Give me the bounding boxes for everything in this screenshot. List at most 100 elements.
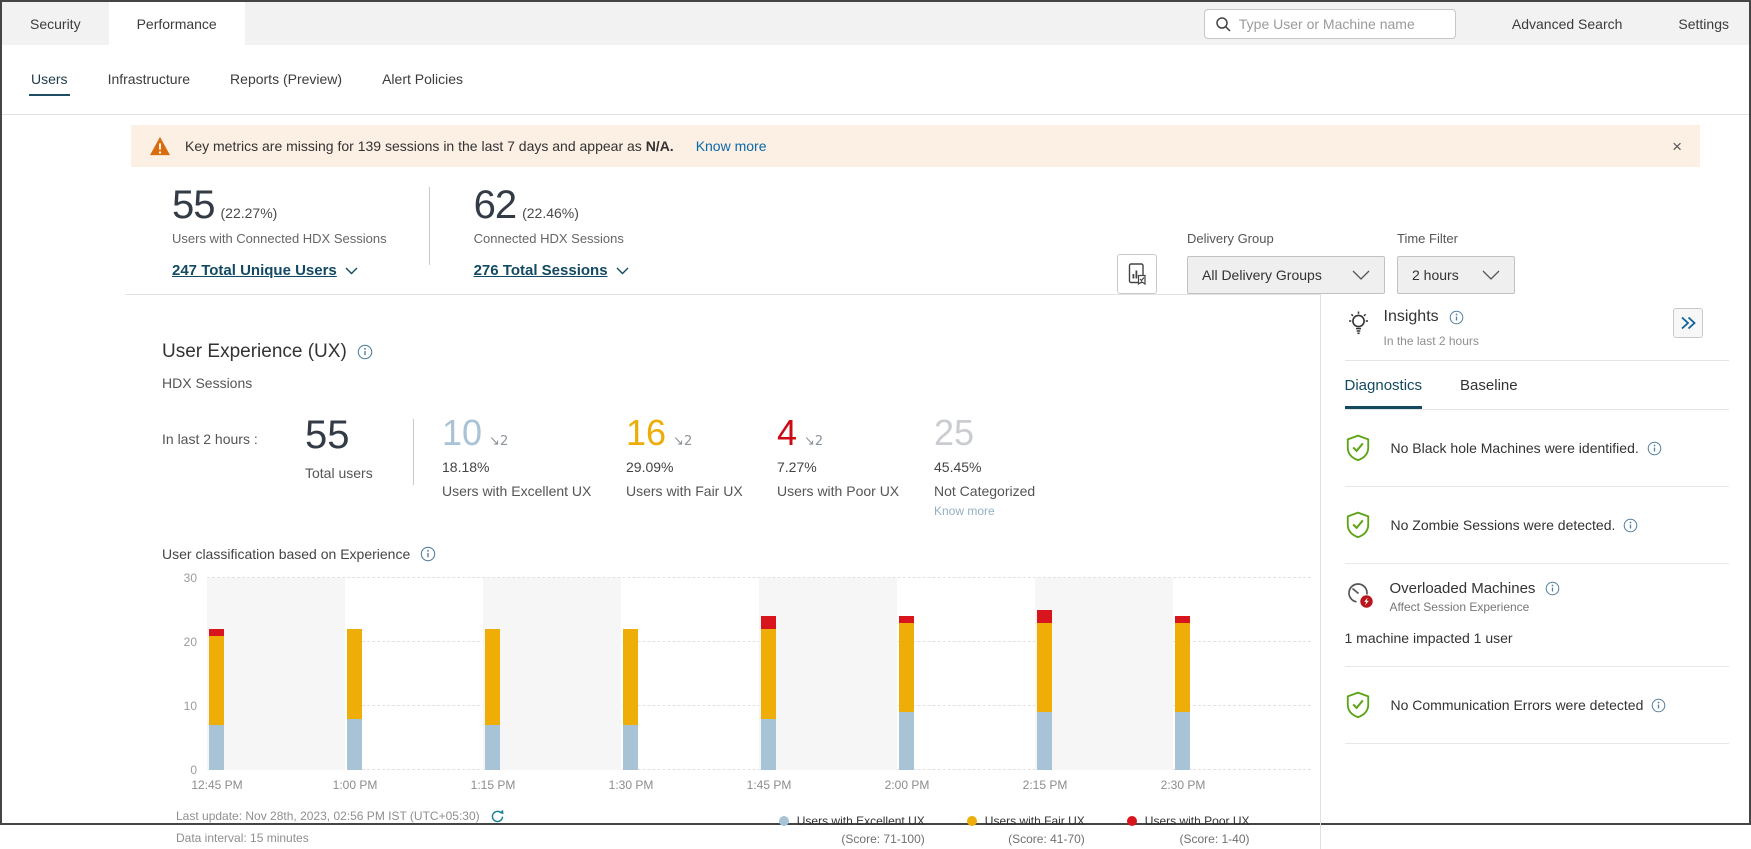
- warning-banner: Key metrics are missing for 139 sessions…: [131, 125, 1700, 167]
- users-connected-value: 55: [172, 183, 215, 227]
- banner-message-bold: N/A.: [645, 138, 674, 154]
- info-icon[interactable]: [1647, 441, 1662, 456]
- y-axis-tick-label: 0: [190, 763, 197, 777]
- total-unique-users-link[interactable]: 247 Total Unique Users: [172, 261, 337, 279]
- chart-bar[interactable]: [761, 616, 776, 770]
- close-icon[interactable]: ×: [1672, 136, 1682, 156]
- banner-know-more-link[interactable]: Know more: [695, 138, 767, 154]
- subnav-item-reports[interactable]: Reports (Preview): [230, 71, 343, 87]
- chart-title: User classification based on Experience: [162, 546, 411, 562]
- summary-row: 55 (22.27%) Users with Connected HDX Ses…: [2, 167, 1749, 294]
- not-categorized-value: 25: [934, 412, 975, 453]
- subnav-item-users[interactable]: Users: [29, 63, 70, 96]
- chart-band: [759, 578, 897, 770]
- tab-diagnostics[interactable]: Diagnostics: [1344, 377, 1423, 409]
- bar-segment: [761, 629, 776, 719]
- filters: Delivery Group All Delivery Groups Time …: [1117, 185, 1515, 294]
- ux-stats-divider: [413, 419, 414, 485]
- chart-bar[interactable]: [899, 616, 914, 770]
- shield-check-icon: [1345, 434, 1371, 462]
- ux-window-label: In last 2 hours :: [162, 431, 258, 447]
- chart-legend: Users with Excellent UX (Score: 71-100) U…: [737, 806, 1250, 849]
- fair-ux-stat: 16 ↘2 29.09% Users with Fair UX: [626, 415, 749, 518]
- info-icon[interactable]: [357, 344, 373, 360]
- bar-segment: [623, 629, 638, 726]
- x-axis-tick-label: 2:00 PM: [884, 778, 930, 792]
- search-input[interactable]: [1238, 15, 1445, 32]
- collapse-panel-button[interactable]: [1673, 308, 1703, 338]
- legend-dot-fair: [966, 816, 977, 826]
- legend-label: Users with Fair UX (Score: 41-70): [985, 814, 1085, 849]
- poor-ux-delta: ↘2: [804, 434, 824, 449]
- chart-bar[interactable]: [209, 629, 224, 770]
- legend-dot-poor: [1126, 816, 1137, 826]
- delivery-group-select[interactable]: All Delivery Groups: [1187, 256, 1385, 294]
- tab-baseline[interactable]: Baseline: [1460, 377, 1518, 394]
- ux-stats-row: In last 2 hours : 55 Total users 10 ↘2 1…: [162, 412, 1320, 519]
- x-axis-tick-label: 1:00 PM: [332, 778, 378, 792]
- chevron-down-icon[interactable]: [345, 262, 358, 280]
- chart-bar[interactable]: [1175, 616, 1190, 770]
- overloaded-machines-title: Overloaded Machines: [1389, 580, 1536, 597]
- tab-performance[interactable]: Performance: [108, 2, 245, 45]
- chevron-down-icon[interactable]: [616, 262, 629, 280]
- ux-section: User Experience (UX) HDX Sessions In las…: [125, 294, 1320, 849]
- insights-title: Insights: [1383, 308, 1439, 325]
- shield-check-icon: [1345, 511, 1371, 539]
- double-chevron-right-icon: [1680, 316, 1697, 330]
- refresh-icon[interactable]: [490, 809, 505, 824]
- chart-bar[interactable]: [623, 629, 638, 770]
- bar-segment: [347, 718, 362, 770]
- advanced-search-link[interactable]: Advanced Search: [1511, 15, 1623, 32]
- legend-item-fair[interactable]: Users with Fair UX (Score: 41-70): [966, 814, 1085, 849]
- time-filter-select[interactable]: 2 hours: [1397, 256, 1515, 294]
- settings-link[interactable]: Settings: [1678, 15, 1729, 32]
- sessions-connected-value: 62: [473, 183, 517, 227]
- bar-segment: [1037, 712, 1052, 770]
- delivery-group-label: Delivery Group: [1187, 231, 1274, 246]
- bar-segment: [209, 635, 224, 726]
- users-connected-label: Users with Connected HDX Sessions: [172, 231, 387, 246]
- subnav-item-alert-policies[interactable]: Alert Policies: [382, 71, 463, 87]
- info-icon[interactable]: [1545, 581, 1560, 596]
- overloaded-machines-detail[interactable]: 1 machine impacted 1 user: [1344, 630, 1513, 646]
- search-box[interactable]: [1203, 8, 1456, 39]
- y-axis-tick-label: 30: [183, 571, 197, 585]
- export-report-button[interactable]: [1117, 254, 1157, 294]
- info-icon[interactable]: [1623, 518, 1638, 533]
- x-axis-tick-label: 12:45 PM: [191, 778, 243, 792]
- legend-item-poor[interactable]: Users with Poor UX (Score: 1-40): [1126, 814, 1250, 849]
- chart-bar[interactable]: [1037, 610, 1052, 770]
- diagnostic-black-hole-machines: No Black hole Machines were identified.: [1344, 410, 1729, 487]
- total-users-block: 55 Total users: [305, 415, 413, 518]
- not-categorized-percent: 45.45%: [934, 459, 982, 475]
- chart-bar[interactable]: [485, 629, 500, 770]
- chart-band: [207, 578, 345, 770]
- time-filter-value: 2 hours: [1412, 267, 1459, 283]
- x-axis-tick-label: 1:15 PM: [470, 778, 516, 792]
- chart-bar[interactable]: [347, 629, 362, 770]
- bar-segment: [899, 616, 914, 623]
- bar-segment: [1175, 712, 1190, 770]
- tab-security[interactable]: Security: [2, 2, 109, 45]
- excellent-ux-stat: 10 ↘2 18.18% Users with Excellent UX: [442, 415, 598, 518]
- chart-y-axis: 0 10 20 30: [162, 571, 207, 777]
- not-categorized-know-more-link[interactable]: Know more: [934, 504, 995, 518]
- legend-label: Users with Excellent UX (Score: 71-100): [797, 814, 925, 849]
- ux-stacked-bar-chart: 0 10 20 30: [162, 571, 1320, 777]
- insights-tabs: Diagnostics Baseline: [1344, 361, 1729, 410]
- top-bar: Security Performance Advanced Search Set…: [2, 2, 1749, 45]
- subnav-item-infrastructure[interactable]: Infrastructure: [107, 71, 191, 87]
- total-sessions-link[interactable]: 276 Total Sessions: [473, 261, 608, 279]
- last-update-text: Last update: Nov 28th, 2023, 02:56 PM IS…: [176, 809, 480, 823]
- total-users-value: 55: [305, 413, 350, 457]
- total-users-label: Total users: [305, 465, 373, 481]
- info-icon[interactable]: [1449, 310, 1464, 325]
- info-icon[interactable]: [1651, 698, 1666, 713]
- excellent-ux-delta: ↘2: [489, 434, 509, 449]
- legend-item-excellent[interactable]: Users with Excellent UX (Score: 71-100): [778, 814, 925, 849]
- info-icon[interactable]: [420, 546, 436, 562]
- users-connected-percent: (22.27%): [220, 205, 278, 221]
- fair-ux-value: 16: [626, 412, 667, 453]
- delivery-group-filter: Delivery Group All Delivery Groups: [1187, 231, 1385, 294]
